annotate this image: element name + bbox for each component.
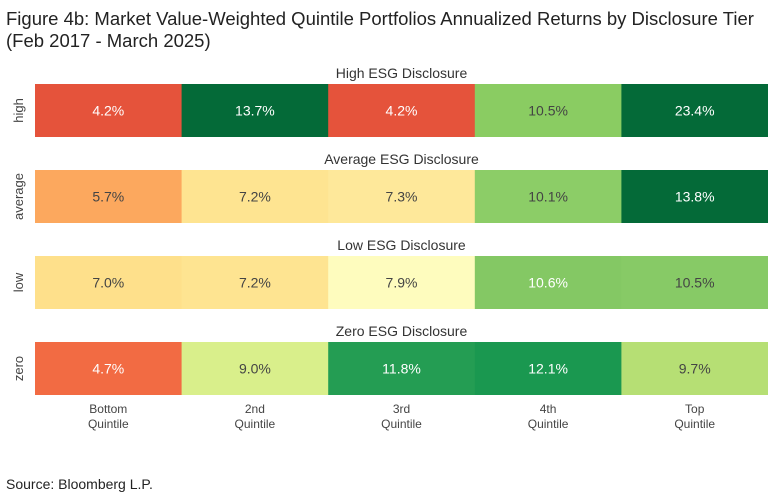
panel-low: Low ESG Disclosure low 7.0% 7.2% 7.9% 10.6% 10… (11, 237, 768, 309)
cell-label: 13.7% (235, 103, 275, 119)
heatmap-cell (621, 256, 768, 309)
cell-label: 9.0% (239, 361, 271, 377)
row-label: zero (11, 356, 26, 381)
heatmap-cell (35, 170, 183, 223)
cell-label: 7.3% (386, 189, 418, 205)
x-tick-label: Quintile (674, 417, 715, 431)
heatmap-cell (35, 256, 183, 309)
cell-label: 10.5% (528, 103, 568, 119)
heatmap-cell (474, 256, 622, 309)
x-tick-label: Quintile (381, 417, 422, 431)
cell-label: 13.8% (675, 189, 715, 205)
x-tick-label: Bottom (89, 402, 127, 416)
heatmap-cell (181, 342, 329, 395)
panel-average: Average ESG Disclosure average 5.7% 7.2% 7.3… (11, 151, 768, 223)
cell-label: 7.2% (239, 189, 271, 205)
heatmap-cell (328, 342, 476, 395)
heatmap-cell (621, 170, 768, 223)
panel-title: High ESG Disclosure (336, 65, 468, 81)
cell-label: 4.2% (386, 103, 418, 119)
cell-label: 4.7% (92, 361, 124, 377)
heatmap-cell (328, 256, 476, 309)
heatmap-cell (621, 84, 768, 137)
x-tick-label: 4th (540, 402, 557, 416)
cell-label: 12.1% (528, 361, 568, 377)
cell-label: 9.7% (679, 361, 711, 377)
x-tick-label: 2nd (245, 402, 265, 416)
cell-label: 4.2% (92, 103, 124, 119)
panel-high: High ESG Disclosure high 4.2% 13.7% 4.2% 10.5… (11, 65, 768, 137)
x-tick-label: Top (685, 402, 705, 416)
panel-title: Average ESG Disclosure (324, 151, 479, 167)
cell-label: 7.9% (386, 275, 418, 291)
heatmap-cell (328, 170, 476, 223)
row-label: average (11, 173, 26, 220)
x-tick-label: Quintile (235, 417, 276, 431)
heatmap-cell (35, 342, 183, 395)
panel-title: Zero ESG Disclosure (336, 323, 468, 339)
cell-label: 7.0% (92, 275, 124, 291)
x-tick-label: 3rd (393, 402, 410, 416)
cell-label: 10.6% (528, 275, 568, 291)
heatmap-chart: High ESG Disclosure high 4.2% 13.7% 4.2% 10.5… (11, 65, 768, 431)
row-label: high (11, 98, 26, 123)
heatmap-cell (474, 170, 622, 223)
cell-label: 11.8% (382, 361, 421, 377)
x-tick-label: Quintile (528, 417, 569, 431)
source-note: Source: Bloomberg L.P. (6, 476, 153, 492)
chart-title: Figure 4b: Market Value-Weighted Quintil… (6, 8, 754, 52)
cell-label: 7.2% (239, 275, 271, 291)
panel-title: Low ESG Disclosure (337, 237, 466, 253)
cell-label: 23.4% (675, 103, 715, 119)
cell-label: 5.7% (92, 189, 124, 205)
cell-label: 10.5% (675, 275, 715, 291)
x-tick-label: Quintile (88, 417, 129, 431)
title-line-1: Figure 4b: Market Value-Weighted Quintil… (6, 8, 754, 29)
cell-label: 10.1% (528, 189, 568, 205)
heatmap-cell (328, 84, 476, 137)
heatmap-cell (621, 342, 768, 395)
heatmap-cell (181, 170, 329, 223)
heatmap-cell (181, 256, 329, 309)
panel-zero: Zero ESG Disclosure zero 4.7% 9.0% 11.8% 12.1… (11, 323, 768, 395)
heatmap-cell (474, 342, 622, 395)
row-label: low (11, 272, 26, 292)
heatmap-cell (474, 84, 622, 137)
heatmap-cell (35, 84, 183, 137)
title-line-2: (Feb 2017 - March 2025) (6, 30, 211, 51)
heatmap-cell (181, 84, 329, 137)
